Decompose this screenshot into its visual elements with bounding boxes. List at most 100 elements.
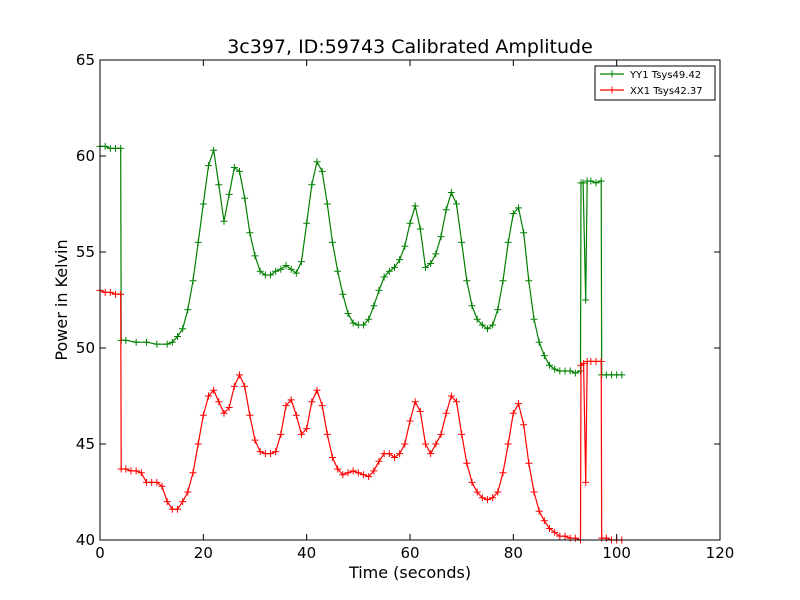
data-point	[360, 321, 367, 329]
data-point	[365, 473, 373, 481]
y-tick-label: 45	[76, 435, 95, 453]
data-point	[437, 233, 445, 241]
data-point	[530, 488, 538, 496]
data-point	[515, 400, 522, 408]
data-point	[515, 204, 522, 212]
data-point	[329, 238, 336, 246]
data-point	[349, 319, 357, 327]
data-point	[582, 296, 590, 304]
data-point	[422, 440, 429, 448]
data-point	[225, 190, 233, 198]
y-tick-label: 55	[76, 243, 95, 261]
data-point	[416, 225, 424, 233]
data-point	[184, 306, 192, 314]
data-point	[525, 277, 533, 285]
data-point	[484, 496, 491, 504]
data-point	[499, 277, 507, 285]
series-line	[99, 289, 622, 541]
data-point	[215, 398, 223, 406]
data-point	[323, 200, 331, 208]
data-point	[236, 371, 243, 379]
data-point	[153, 340, 161, 348]
x-axis-label: Time (seconds)	[348, 563, 471, 582]
plot-area	[96, 142, 626, 544]
data-point	[179, 498, 187, 506]
data-point	[468, 302, 476, 310]
data-point	[499, 469, 507, 477]
data-point	[535, 338, 543, 346]
data-point	[453, 200, 460, 208]
data-point	[225, 404, 233, 412]
data-point	[189, 277, 197, 285]
data-point	[267, 271, 274, 279]
data-point	[246, 229, 254, 237]
data-point	[427, 450, 435, 458]
data-point	[298, 430, 305, 438]
data-point	[442, 206, 450, 214]
data-point	[396, 256, 404, 264]
x-tick-label: 80	[504, 544, 523, 562]
data-point	[571, 369, 579, 377]
y-tick-label: 60	[76, 147, 95, 165]
data-point	[427, 260, 435, 268]
data-point	[365, 315, 373, 323]
data-point	[122, 336, 130, 344]
data-point	[509, 409, 517, 417]
data-point	[106, 288, 114, 296]
data-point	[520, 229, 528, 237]
legend-marker	[608, 70, 616, 78]
data-point	[458, 430, 466, 438]
data-point	[354, 469, 362, 477]
data-point	[587, 177, 595, 185]
data-point	[132, 338, 140, 346]
data-point	[422, 263, 429, 271]
data-point	[272, 448, 280, 456]
data-point	[292, 411, 300, 419]
data-point	[489, 494, 497, 502]
data-point	[406, 417, 414, 425]
data-point	[432, 440, 440, 448]
legend: YY1 Tsys49.42 XX1 Tsys42.37	[594, 65, 716, 101]
data-point	[194, 238, 202, 246]
data-point	[267, 450, 274, 458]
data-point	[582, 478, 590, 486]
legend-label: XX1 Tsys42.37	[630, 86, 703, 97]
data-point	[329, 453, 336, 461]
data-point	[179, 325, 187, 333]
data-point	[199, 200, 207, 208]
y-tick-label: 65	[76, 51, 95, 69]
data-point	[579, 179, 587, 187]
data-point	[566, 367, 574, 375]
data-point	[458, 238, 466, 246]
series-1	[96, 286, 626, 544]
data-point	[375, 457, 383, 465]
data-point	[210, 146, 218, 154]
data-point	[220, 217, 228, 225]
data-point	[592, 179, 600, 187]
data-point	[551, 528, 559, 536]
data-point	[530, 315, 538, 323]
data-point	[463, 277, 471, 285]
x-tick-label: 60	[400, 544, 419, 562]
plot-frame	[99, 59, 721, 541]
data-point	[220, 409, 228, 417]
data-point	[551, 365, 559, 373]
data-point	[205, 162, 212, 170]
data-point	[272, 267, 280, 275]
data-point	[509, 210, 517, 218]
data-point	[385, 267, 393, 275]
data-point	[236, 167, 243, 175]
data-point	[308, 398, 316, 406]
x-tick-label: 40	[297, 544, 316, 562]
data-point	[241, 194, 249, 202]
data-point	[401, 242, 409, 250]
data-point	[339, 290, 347, 298]
data-point	[287, 396, 295, 404]
data-point	[494, 306, 502, 314]
data-point	[313, 386, 321, 394]
data-point	[215, 181, 223, 189]
data-point	[504, 238, 512, 246]
data-point	[189, 469, 197, 477]
data-point	[468, 478, 476, 486]
